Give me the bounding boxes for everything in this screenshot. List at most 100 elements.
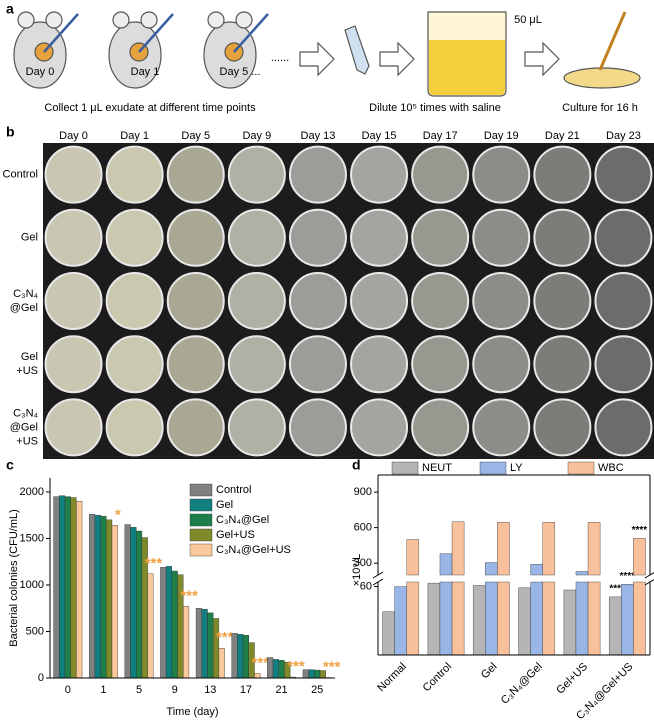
significance: *** xyxy=(287,658,305,675)
column-header: Day 13 xyxy=(301,130,336,142)
y-tick-label: 0 xyxy=(38,672,44,684)
x-tick-label: 1 xyxy=(100,684,106,696)
row-label: Gel xyxy=(21,351,38,363)
plate xyxy=(595,210,651,266)
caption: Dilute 10⁵ times with saline xyxy=(369,102,501,114)
bar xyxy=(125,525,131,678)
mouse-ear xyxy=(141,12,157,28)
x-tick-label: 13 xyxy=(204,684,216,696)
bar xyxy=(136,531,142,678)
panel-a-art xyxy=(14,12,640,96)
bar xyxy=(76,501,82,678)
bar xyxy=(621,584,633,655)
row-label: C₃N₄ xyxy=(13,407,38,419)
x-tick-label: 9 xyxy=(172,684,178,696)
bar xyxy=(383,612,395,655)
bar xyxy=(59,496,65,678)
plate xyxy=(534,147,590,203)
arrow xyxy=(380,43,414,75)
bar xyxy=(106,520,112,678)
plate xyxy=(412,273,468,329)
bar xyxy=(237,634,243,678)
legend-label: C₃N₄@Gel xyxy=(216,514,269,526)
plate xyxy=(473,147,529,203)
plate xyxy=(412,210,468,266)
plate xyxy=(290,273,346,329)
bar xyxy=(273,659,279,678)
legend-label: Gel+US xyxy=(216,529,255,541)
plate xyxy=(46,210,102,266)
legend-swatch xyxy=(190,529,212,541)
y-tick-label: 900 xyxy=(354,486,372,498)
plate xyxy=(168,210,224,266)
bar xyxy=(213,618,219,678)
bar xyxy=(89,514,95,678)
legend-label: Gel xyxy=(216,499,233,511)
column-header: Day 19 xyxy=(484,130,519,142)
plate xyxy=(168,273,224,329)
plate xyxy=(229,399,285,455)
bar xyxy=(473,585,485,655)
mouse-ear xyxy=(46,12,62,28)
bar xyxy=(633,538,645,655)
bar xyxy=(407,539,419,655)
arrow xyxy=(525,43,559,75)
significance: * xyxy=(115,506,121,523)
row-label: +US xyxy=(16,435,38,447)
bar xyxy=(196,608,202,678)
plate xyxy=(473,399,529,455)
significance: **** xyxy=(632,525,648,536)
plate xyxy=(168,336,224,392)
plate xyxy=(412,399,468,455)
significance: *** xyxy=(252,654,270,671)
column-header: Day 17 xyxy=(423,130,458,142)
y-tick-label: 500 xyxy=(26,625,44,637)
panel-label: a xyxy=(6,1,14,17)
legend-swatch xyxy=(190,484,212,496)
column-header: Day 9 xyxy=(242,130,271,142)
bar xyxy=(452,522,464,655)
plate xyxy=(351,273,407,329)
significance: *** xyxy=(145,555,163,572)
bar xyxy=(543,522,555,655)
plate xyxy=(595,399,651,455)
plate xyxy=(229,210,285,266)
plate xyxy=(107,399,163,455)
plate xyxy=(290,336,346,392)
bar xyxy=(71,498,77,678)
column-header: Day 15 xyxy=(362,130,397,142)
row-label: @Gel xyxy=(10,302,38,314)
mouse-ear xyxy=(208,12,224,28)
column-header: Day 0 xyxy=(59,130,88,142)
plate xyxy=(46,273,102,329)
bar xyxy=(207,613,213,678)
plate xyxy=(351,210,407,266)
plate xyxy=(595,273,651,329)
significance: *** xyxy=(609,583,621,594)
bar xyxy=(254,673,260,678)
plate xyxy=(412,147,468,203)
x-tick-label: 5 xyxy=(136,684,142,696)
bar xyxy=(576,571,588,655)
mouse-ear xyxy=(18,12,34,28)
bar xyxy=(428,583,440,655)
dish xyxy=(564,68,640,88)
plate xyxy=(107,147,163,203)
plate xyxy=(351,336,407,392)
legend-swatch xyxy=(480,462,506,474)
row-label: +US xyxy=(16,365,38,377)
plate xyxy=(473,210,529,266)
plate xyxy=(290,399,346,455)
y-axis-label: Bacterial colonies (CFU/mL) xyxy=(8,509,20,647)
plate xyxy=(412,336,468,392)
bar xyxy=(267,658,273,678)
x-axis-label: Time (day) xyxy=(166,706,218,718)
x-tick-label: C₃N₄@Gel xyxy=(499,661,545,707)
arrow xyxy=(300,43,334,75)
plate xyxy=(229,336,285,392)
bar xyxy=(183,606,189,678)
step-label: Day 0 xyxy=(26,66,55,78)
y-tick-label: 600 xyxy=(354,522,372,534)
bar xyxy=(166,566,172,678)
